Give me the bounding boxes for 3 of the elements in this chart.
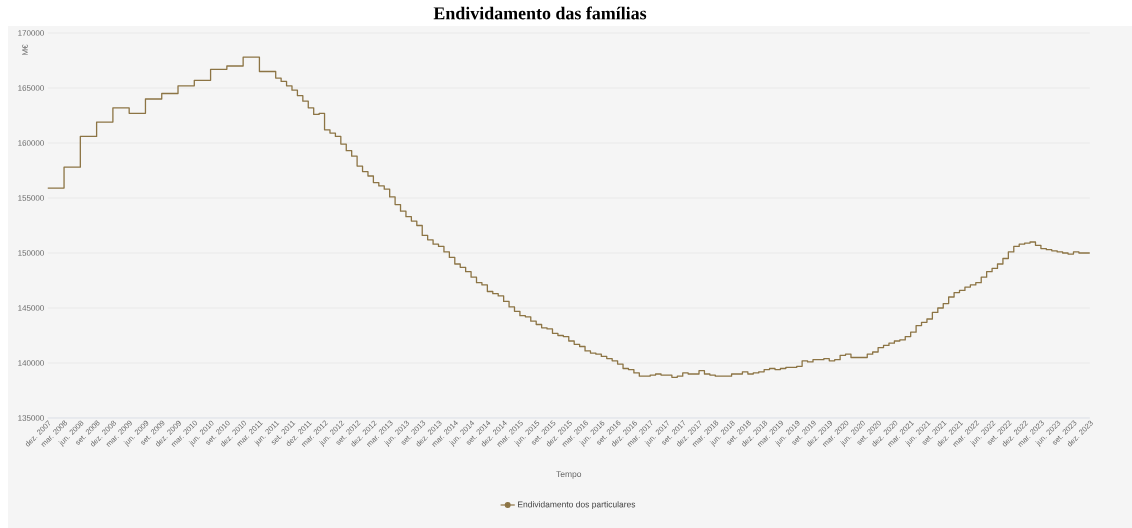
chart-title: Endividamento das famílias	[433, 6, 647, 20]
x-axis-title: Tempo	[556, 471, 582, 479]
legend-label: Endividamento dos particulares	[518, 501, 636, 510]
